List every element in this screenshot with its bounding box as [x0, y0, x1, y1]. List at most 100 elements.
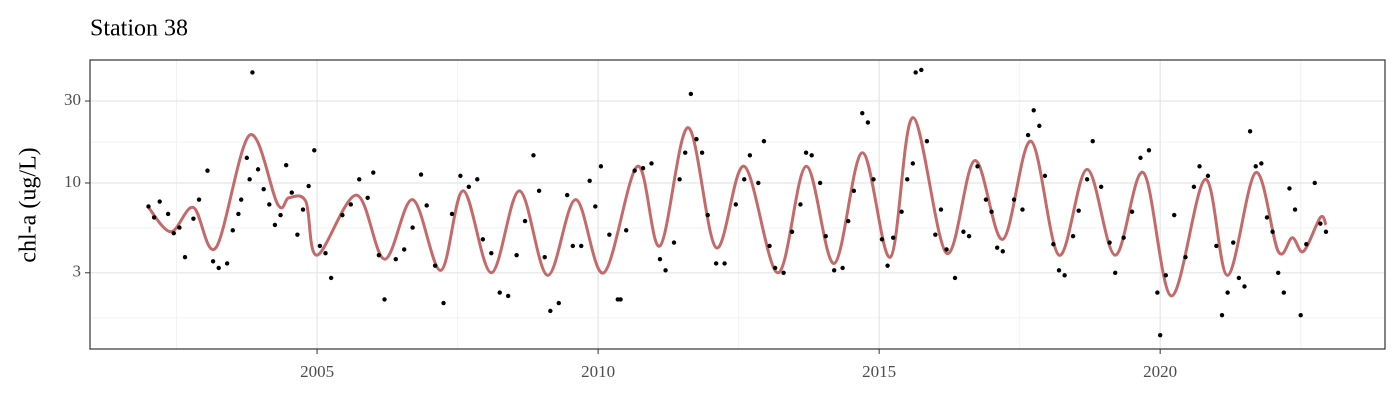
- data-point: [781, 270, 786, 275]
- data-point: [910, 161, 916, 166]
- data-point: [798, 202, 803, 207]
- data-point: [289, 190, 294, 195]
- data-point: [989, 209, 994, 214]
- data-point: [1051, 242, 1056, 247]
- data-point: [671, 240, 677, 245]
- data-point: [747, 153, 753, 158]
- plot-border: [89, 59, 1386, 350]
- data-point: [761, 139, 767, 144]
- data-point: [1011, 197, 1017, 202]
- data-point: [742, 177, 747, 182]
- data-point: [238, 197, 244, 202]
- x-tick-label: 2020: [1143, 362, 1177, 381]
- data-point: [699, 150, 705, 155]
- data-point: [146, 204, 151, 209]
- data-point: [1191, 184, 1197, 190]
- chart-title: Station 38: [90, 16, 188, 42]
- data-point: [598, 164, 604, 169]
- data-point: [924, 139, 930, 144]
- data-point: [865, 120, 871, 125]
- data-point: [1056, 268, 1062, 273]
- data-point: [1020, 207, 1025, 212]
- data-point: [1292, 207, 1298, 212]
- data-point: [756, 180, 761, 186]
- data-point: [1287, 186, 1292, 191]
- data-point: [789, 229, 795, 234]
- data-point: [1304, 242, 1309, 247]
- y-tick-label: 30: [64, 90, 81, 109]
- data-point: [649, 161, 654, 166]
- data-point: [823, 233, 828, 239]
- data-point: [157, 199, 162, 204]
- data-point: [531, 153, 536, 158]
- data-point: [466, 184, 472, 190]
- data-point: [317, 243, 323, 249]
- data-point: [171, 231, 176, 236]
- data-point: [1264, 215, 1270, 220]
- data-point: [593, 204, 598, 209]
- trend-line: [147, 116, 1328, 298]
- data-point: [1172, 212, 1177, 218]
- data-point: [151, 215, 157, 220]
- data-point: [432, 263, 438, 268]
- data-point: [722, 261, 727, 266]
- data-point: [803, 150, 809, 155]
- data-point: [328, 275, 334, 281]
- data-point: [376, 252, 382, 258]
- data-point: [340, 212, 345, 218]
- data-point: [905, 177, 910, 182]
- data-point: [216, 265, 221, 271]
- data-point: [1318, 221, 1323, 226]
- data-point: [1231, 240, 1236, 245]
- data-point: [677, 177, 682, 182]
- y-axis-label: chl-a (ug/L): [16, 147, 42, 262]
- data-point: [683, 150, 688, 155]
- data-point: [705, 212, 710, 218]
- data-point: [261, 187, 266, 192]
- data-point: [1219, 312, 1225, 318]
- data-point: [1084, 177, 1090, 182]
- data-point: [278, 212, 283, 218]
- data-point: [1197, 164, 1202, 169]
- data-point: [250, 70, 255, 75]
- data-point: [663, 268, 668, 273]
- data-point: [542, 254, 547, 260]
- data-point: [497, 290, 502, 295]
- data-point: [210, 259, 216, 264]
- data-point: [851, 188, 857, 194]
- data-point: [1098, 184, 1104, 190]
- data-point: [1031, 108, 1036, 113]
- data-point: [1070, 233, 1076, 239]
- data-point: [1270, 229, 1275, 234]
- data-point: [570, 243, 576, 249]
- data-point: [505, 293, 511, 299]
- data-point: [267, 202, 272, 207]
- data-point: [247, 177, 252, 182]
- data-point: [1312, 180, 1317, 186]
- data-point: [919, 67, 924, 73]
- data-point: [205, 168, 210, 173]
- data-point: [323, 251, 328, 256]
- data-point: [236, 211, 241, 217]
- data-point: [449, 211, 455, 217]
- y-tick-label: 10: [64, 172, 81, 191]
- data-point: [860, 110, 865, 116]
- data-point: [1037, 123, 1042, 129]
- data-point: [817, 180, 823, 186]
- data-point: [489, 251, 494, 256]
- data-point: [548, 308, 553, 314]
- data-point: [306, 183, 311, 189]
- data-point: [536, 188, 542, 194]
- data-point: [1121, 235, 1126, 240]
- data-point: [913, 70, 918, 75]
- data-point: [393, 256, 398, 262]
- data-point: [657, 256, 663, 262]
- data-point: [1000, 249, 1005, 254]
- data-point: [1163, 273, 1168, 278]
- data-point: [1276, 270, 1281, 275]
- data-point: [846, 218, 851, 224]
- data-point: [295, 232, 300, 237]
- data-point: [890, 235, 896, 240]
- data-point: [975, 164, 980, 169]
- data-point: [564, 192, 570, 198]
